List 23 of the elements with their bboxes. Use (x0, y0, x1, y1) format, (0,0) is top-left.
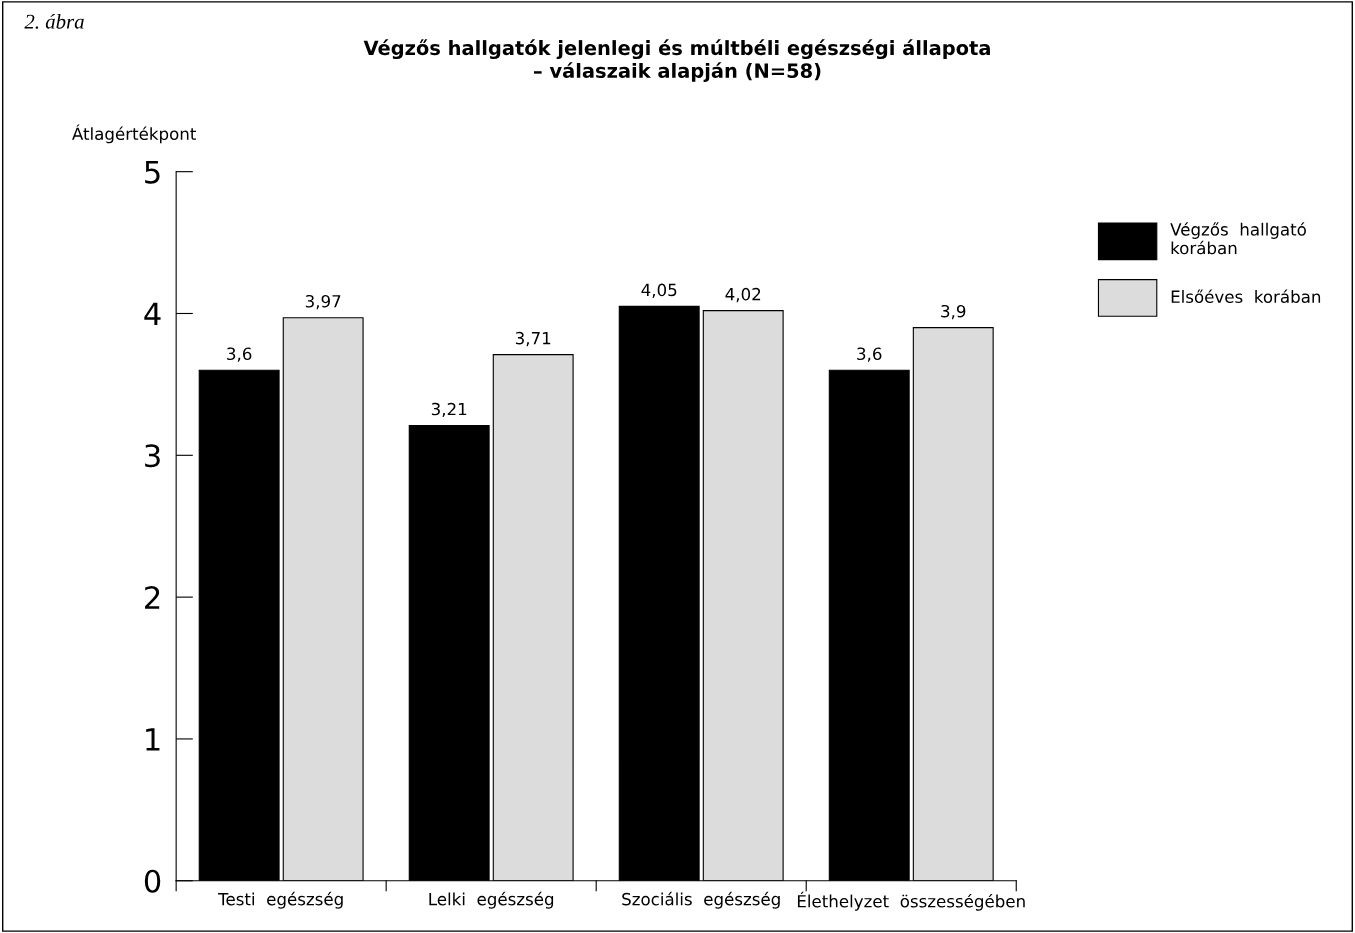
x-tick-label: Testi egészség (218, 891, 343, 909)
y-axis-title: Átlagértékpont (72, 124, 196, 144)
data-label: 4,05 (641, 283, 677, 298)
y-tick-label: 2 (145, 586, 160, 609)
y-tick-label: 5 (145, 161, 160, 184)
data-label: 3,9 (941, 304, 966, 320)
x-tick-label: Lelki egészség (429, 891, 554, 909)
data-label: 3,97 (305, 294, 341, 310)
x-tick-label: Szociális egészség (622, 891, 780, 909)
data-label: 3,6 (857, 347, 882, 362)
y-tick-label: 1 (146, 728, 160, 751)
data-label: 3,21 (431, 402, 467, 418)
data-label: 3,6 (227, 347, 252, 362)
y-tick-label: 4 (144, 302, 161, 326)
legend-label: Elsőéves korában (1171, 289, 1321, 304)
y-tick-label: 0 (144, 869, 161, 893)
x-tick-label: Élethelyzet összességében (797, 891, 1025, 911)
legend-label: Végzős hallgató korában (1170, 222, 1306, 255)
y-tick-label: 3 (145, 444, 160, 468)
chart-title: Végzős hallgatók jelenlegi és múltbéli egészségi állapota – válaszaik alapján (N=58) (363, 39, 990, 82)
data-label: 3,71 (515, 331, 551, 347)
text: 2. ábra (24, 13, 84, 29)
data-label: 4,02 (725, 287, 761, 303)
